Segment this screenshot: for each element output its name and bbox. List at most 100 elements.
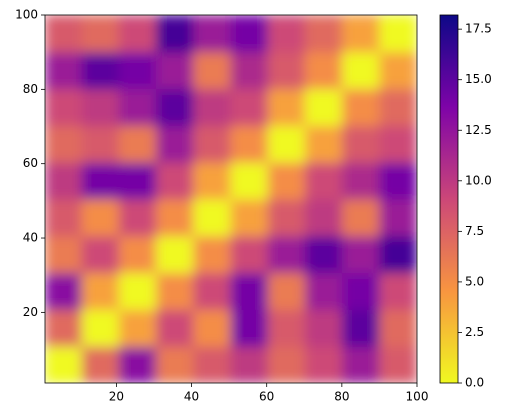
heatmap-cell bbox=[193, 308, 232, 347]
colorbar-tick-label: 12.5 bbox=[465, 123, 492, 137]
heatmap-cell bbox=[379, 235, 417, 274]
heatmap-cell bbox=[230, 88, 269, 126]
heatmap-cell bbox=[379, 15, 417, 53]
heatmap-cell bbox=[193, 88, 232, 126]
plot-frame bbox=[44, 14, 418, 384]
heatmap-cell bbox=[342, 88, 381, 126]
heatmap-cell bbox=[379, 308, 417, 347]
heatmap-cell bbox=[230, 161, 269, 200]
colorbar-tick-label: 15.0 bbox=[465, 72, 492, 86]
heatmap-cell bbox=[45, 235, 83, 274]
heatmap-cell bbox=[267, 272, 306, 310]
heatmap-cell bbox=[230, 308, 269, 347]
heatmap-cell bbox=[45, 15, 83, 53]
heatmap-cell bbox=[342, 345, 381, 383]
heatmap-cell bbox=[379, 345, 417, 383]
heatmap-cell bbox=[342, 308, 381, 347]
heatmap-cell bbox=[342, 235, 381, 274]
heatmap-cell bbox=[230, 345, 269, 383]
heatmap-cell bbox=[304, 345, 344, 383]
y-tick-label: 100 bbox=[15, 8, 38, 22]
heatmap-cell bbox=[379, 161, 417, 200]
y-tick-label: 80 bbox=[23, 82, 38, 96]
heatmap-cell bbox=[156, 198, 195, 237]
heatmap-cell bbox=[379, 51, 417, 90]
heatmap-cell bbox=[342, 15, 381, 53]
heatmap-cell bbox=[379, 124, 417, 163]
heatmap-cell bbox=[267, 15, 306, 53]
heatmap-cell bbox=[379, 88, 417, 126]
heatmap-cell bbox=[81, 88, 120, 126]
heatmap-cell bbox=[379, 272, 417, 310]
heatmap-cell bbox=[45, 345, 83, 383]
heatmap-cell bbox=[193, 124, 232, 163]
heatmap-cell bbox=[118, 198, 158, 237]
heatmap-cell bbox=[156, 124, 195, 163]
heatmap-cell bbox=[156, 15, 195, 53]
x-tick-label: 100 bbox=[406, 390, 429, 404]
heatmap-cell bbox=[81, 124, 120, 163]
y-tick-label: 60 bbox=[23, 156, 38, 170]
y-tick-label: 40 bbox=[23, 231, 38, 245]
heatmap-cell bbox=[81, 272, 120, 310]
heatmap-cell bbox=[45, 272, 83, 310]
heatmap-cell bbox=[118, 124, 158, 163]
heatmap-cell bbox=[45, 88, 83, 126]
heatmap-cell bbox=[304, 235, 344, 274]
heatmap-cell bbox=[118, 235, 158, 274]
x-tick-label: 80 bbox=[334, 390, 349, 404]
heatmap-cell bbox=[267, 308, 306, 347]
heatmap-cell bbox=[156, 345, 195, 383]
heatmap-cell bbox=[267, 235, 306, 274]
heatmap-cell bbox=[45, 308, 83, 347]
heatmap-cell bbox=[304, 272, 344, 310]
heatmap-cell bbox=[230, 124, 269, 163]
heatmap-cell bbox=[342, 51, 381, 90]
heatmap-cell bbox=[304, 88, 344, 126]
heatmap-cell bbox=[267, 124, 306, 163]
heatmap-cell bbox=[193, 51, 232, 90]
heatmap-cell bbox=[267, 88, 306, 126]
heatmap-cell bbox=[267, 161, 306, 200]
heatmap-cell bbox=[193, 272, 232, 310]
heatmap-cell bbox=[81, 51, 120, 90]
heatmap-cell bbox=[118, 161, 158, 200]
heatmap-cell bbox=[118, 88, 158, 126]
heatmap-cell bbox=[81, 161, 120, 200]
colorbar-tick-label: 10.0 bbox=[465, 173, 492, 187]
heatmap-cell bbox=[118, 272, 158, 310]
heatmap-cell bbox=[193, 235, 232, 274]
heatmap-cell bbox=[193, 198, 232, 237]
heatmap-cell bbox=[156, 235, 195, 274]
heatmap-cell bbox=[304, 308, 344, 347]
heatmap-cell bbox=[267, 198, 306, 237]
heatmap-cell bbox=[156, 51, 195, 90]
heatmap-cell bbox=[193, 15, 232, 53]
heatmap bbox=[45, 15, 417, 383]
heatmap-cell bbox=[304, 51, 344, 90]
heatmap-cell bbox=[342, 272, 381, 310]
heatmap-cell bbox=[45, 198, 83, 237]
heatmap-cell bbox=[156, 88, 195, 126]
y-tick-label: 20 bbox=[23, 305, 38, 319]
heatmap-cell bbox=[230, 272, 269, 310]
heatmap-cell bbox=[45, 161, 83, 200]
x-tick-label: 20 bbox=[109, 390, 124, 404]
heatmap-cell bbox=[45, 124, 83, 163]
heatmap-cell bbox=[193, 345, 232, 383]
heatmap-cell bbox=[81, 345, 120, 383]
heatmap-cell bbox=[267, 345, 306, 383]
heatmap-cell bbox=[118, 51, 158, 90]
heatmap-cell bbox=[156, 272, 195, 310]
heatmap-cell bbox=[156, 161, 195, 200]
heatmap-cell bbox=[304, 198, 344, 237]
heatmap-cell bbox=[118, 15, 158, 53]
heatmap-cell bbox=[230, 51, 269, 90]
heatmap-cell bbox=[304, 161, 344, 200]
colorbar-tick-label: 0.0 bbox=[465, 376, 484, 390]
heatmap-cell bbox=[118, 308, 158, 347]
heatmap-cell bbox=[304, 124, 344, 163]
heatmap-cell bbox=[81, 15, 120, 53]
colorbar-tick-label: 7.5 bbox=[465, 224, 484, 238]
